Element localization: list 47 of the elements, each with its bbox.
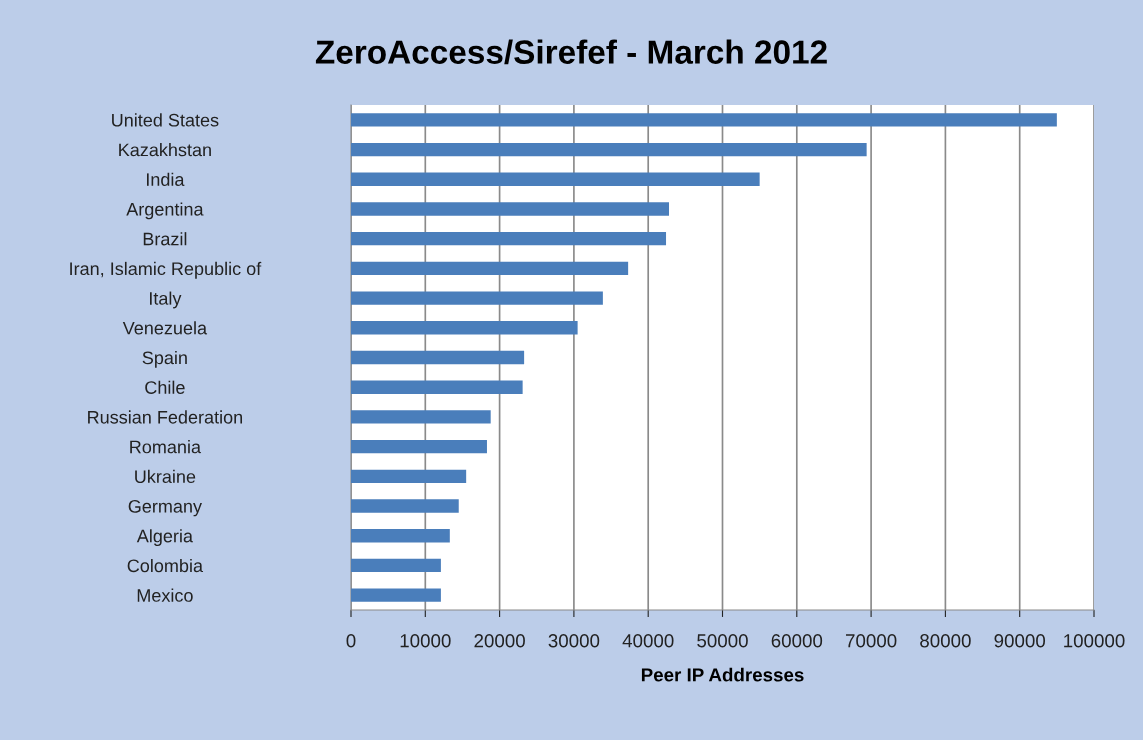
x-tick-label: 0 [346, 634, 356, 648]
x-tick-label: 80000 [920, 634, 971, 648]
x-tick-label: 70000 [845, 634, 897, 648]
y-tick-label: Germany [128, 499, 202, 517]
y-tick-label: Russian Federation [88, 410, 243, 424]
y-tick-label: Romania [130, 440, 202, 454]
x-tick-label: 50000 [697, 634, 748, 648]
bar [351, 558, 441, 573]
y-tick-label: Colombia [127, 558, 204, 573]
y-tick-label: Spain [142, 350, 187, 368]
bar [351, 321, 578, 335]
y-tick-label: Argentina [126, 202, 204, 220]
bar [351, 439, 487, 454]
x-tick-label: 20000 [474, 634, 525, 648]
x-tick-label: 10000 [400, 634, 451, 648]
chart-title: ZeroAccess/Sirefef - March 2012 [315, 39, 827, 65]
bar [351, 529, 450, 543]
bar [351, 380, 523, 394]
y-tick-label: Venezuela [122, 321, 208, 335]
bar [351, 231, 667, 246]
y-tick-label: Chile [145, 380, 185, 394]
bar [351, 202, 669, 216]
x-tick-label: 60000 [771, 634, 823, 648]
y-tick-label: Algeria [136, 529, 193, 547]
x-tick-label: 30000 [548, 634, 600, 648]
y-tick-label: Iran, Islamic Republic of [70, 261, 262, 279]
bar [351, 113, 1057, 127]
bar [351, 350, 525, 365]
y-tick-label: Italy [150, 291, 182, 309]
bar [351, 142, 867, 157]
bar [351, 172, 760, 186]
y-tick-label: Brazil [143, 232, 187, 246]
x-tick-label: 90000 [994, 634, 1046, 648]
bar [351, 499, 459, 513]
y-tick-label: Ukraine [135, 469, 196, 484]
x-tick-label: 40000 [622, 634, 674, 648]
bar [351, 261, 629, 276]
y-tick-label: India [146, 172, 185, 186]
bar [351, 588, 441, 602]
y-tick-label: Kazakhstan [119, 143, 211, 157]
y-tick-label: United States [112, 113, 219, 127]
bar [351, 410, 491, 424]
x-axis-title: Peer IP Addresses [641, 667, 804, 682]
bar [351, 469, 467, 484]
y-tick-label: Mexico [137, 588, 193, 602]
x-tick-label: 100000 [1064, 634, 1125, 648]
bar [351, 291, 603, 305]
